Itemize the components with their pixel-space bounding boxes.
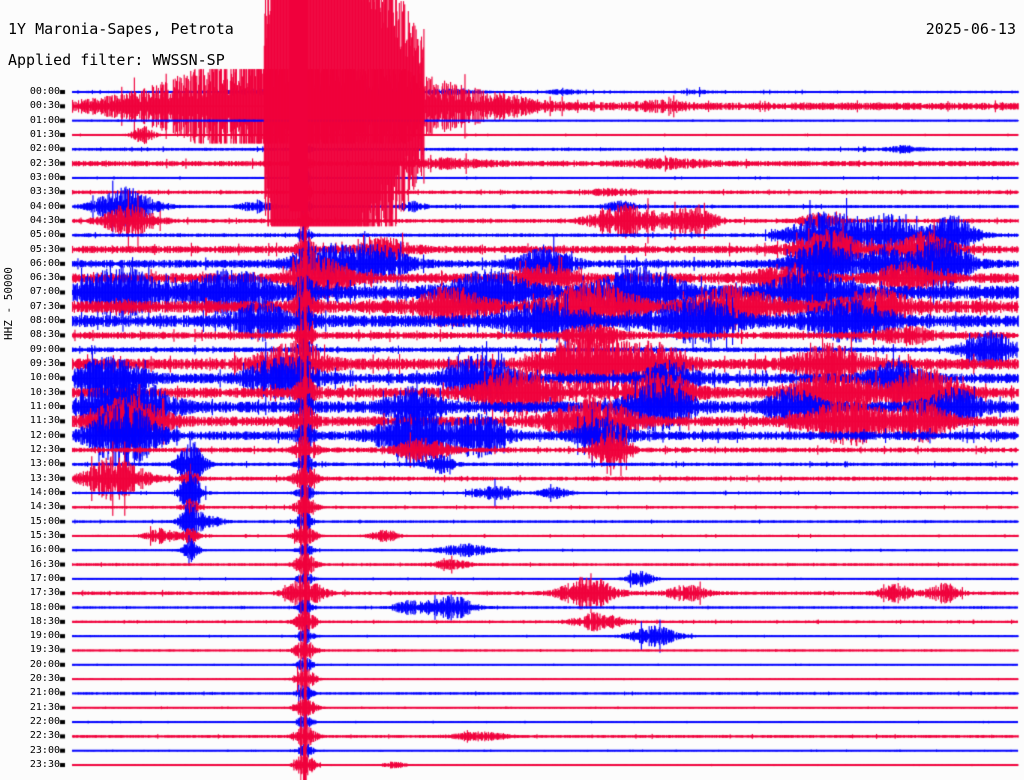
helicorder-plot: 1Y Maronia-Sapes, Petrota Applied filter…	[0, 0, 1024, 780]
seismogram-traces	[0, 0, 1024, 780]
